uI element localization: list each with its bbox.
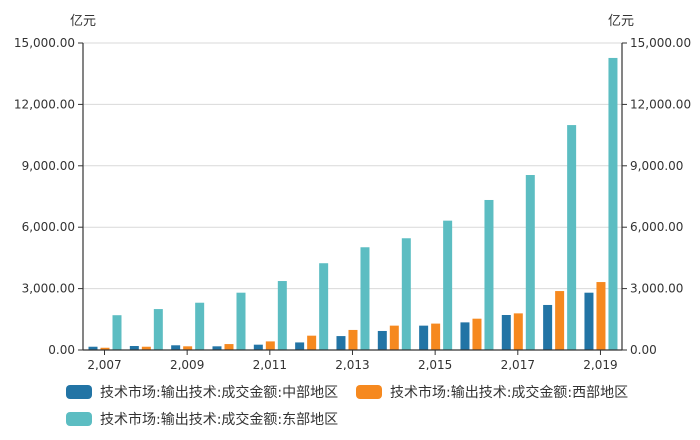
bar[interactable]: [153, 309, 163, 350]
left-tick-label: 12,000.00: [14, 97, 75, 111]
bar[interactable]: [88, 346, 98, 350]
bar[interactable]: [389, 325, 399, 350]
bar[interactable]: [596, 282, 606, 350]
right-tick-label: 6,000.00: [630, 220, 683, 234]
legend-label-western: 技术市场:输出技术:成交金额:西部地区: [390, 385, 629, 401]
legend-item-central[interactable]: 技术市场:输出技术:成交金额:中部地区: [66, 382, 338, 402]
bar[interactable]: [484, 199, 494, 350]
bar[interactable]: [336, 336, 346, 350]
right-tick-label: 15,000.00: [630, 36, 691, 50]
legend-item-eastern[interactable]: 技术市场:输出技术:成交金额:东部地区: [66, 409, 338, 429]
bar[interactable]: [195, 302, 205, 350]
x-tick-label: 2,013: [335, 358, 369, 370]
x-tick-label: 2,011: [253, 358, 287, 370]
bar[interactable]: [443, 220, 453, 350]
bar[interactable]: [348, 329, 358, 350]
bar[interactable]: [501, 315, 511, 350]
right-axis-unit: 亿元: [608, 14, 635, 29]
bar[interactable]: [100, 347, 110, 350]
bar[interactable]: [141, 346, 151, 350]
legend-item-western[interactable]: 技术市场:输出技术:成交金额:西部地区: [356, 382, 628, 402]
bar[interactable]: [431, 323, 441, 350]
bar[interactable]: [584, 292, 594, 350]
bar[interactable]: [295, 342, 305, 350]
bar[interactable]: [543, 304, 553, 350]
legend-label-central: 技术市场:输出技术:成交金额:中部地区: [100, 385, 339, 401]
bar[interactable]: [460, 322, 470, 350]
legend-swatch-western: [356, 385, 382, 399]
right-tick-label: 3,000.00: [630, 282, 683, 296]
x-tick-label: 2,007: [87, 358, 121, 370]
left-tick-label: 3,000.00: [22, 282, 75, 296]
bar[interactable]: [472, 318, 482, 350]
right-tick-label: 9,000.00: [630, 159, 683, 173]
bar[interactable]: [567, 125, 577, 350]
bar[interactable]: [525, 175, 535, 350]
bar[interactable]: [307, 335, 317, 350]
legend-label-eastern: 技术市场:输出技术:成交金额:东部地区: [100, 412, 339, 428]
bar[interactable]: [277, 281, 287, 350]
left-tick-label: 6,000.00: [22, 220, 75, 234]
bar[interactable]: [112, 315, 122, 350]
right-tick-label: 12,000.00: [630, 97, 691, 111]
bar[interactable]: [377, 330, 387, 350]
left-tick-label: 9,000.00: [22, 159, 75, 173]
bar[interactable]: [253, 344, 263, 350]
left-tick-label: 15,000.00: [14, 36, 75, 50]
bar[interactable]: [360, 247, 370, 350]
bar[interactable]: [129, 346, 139, 350]
bar[interactable]: [212, 346, 222, 350]
bar[interactable]: [401, 238, 411, 350]
bar[interactable]: [608, 57, 618, 350]
x-tick-label: 2,017: [501, 358, 535, 370]
bar[interactable]: [555, 291, 565, 350]
chart-plot-area: 0.00 0.00 3,000.00 3,000.00 6,000.00 6,000.00…: [14, 36, 691, 370]
bar[interactable]: [319, 263, 329, 350]
right-tick-label: 0.00: [630, 343, 657, 357]
legend-swatch-central: [66, 385, 92, 399]
bar[interactable]: [513, 313, 523, 350]
bar[interactable]: [419, 325, 429, 350]
legend-swatch-eastern: [66, 412, 92, 426]
bar[interactable]: [183, 346, 193, 350]
left-axis-unit: 亿元: [70, 14, 97, 29]
bar[interactable]: [224, 344, 234, 350]
x-tick-label: 2,019: [583, 358, 617, 370]
x-tick-label: 2,009: [170, 358, 204, 370]
bar[interactable]: [236, 292, 246, 350]
x-tick-label: 2,015: [418, 358, 452, 370]
bar[interactable]: [265, 341, 275, 350]
left-tick-label: 0.00: [48, 343, 75, 357]
bar[interactable]: [171, 345, 181, 350]
